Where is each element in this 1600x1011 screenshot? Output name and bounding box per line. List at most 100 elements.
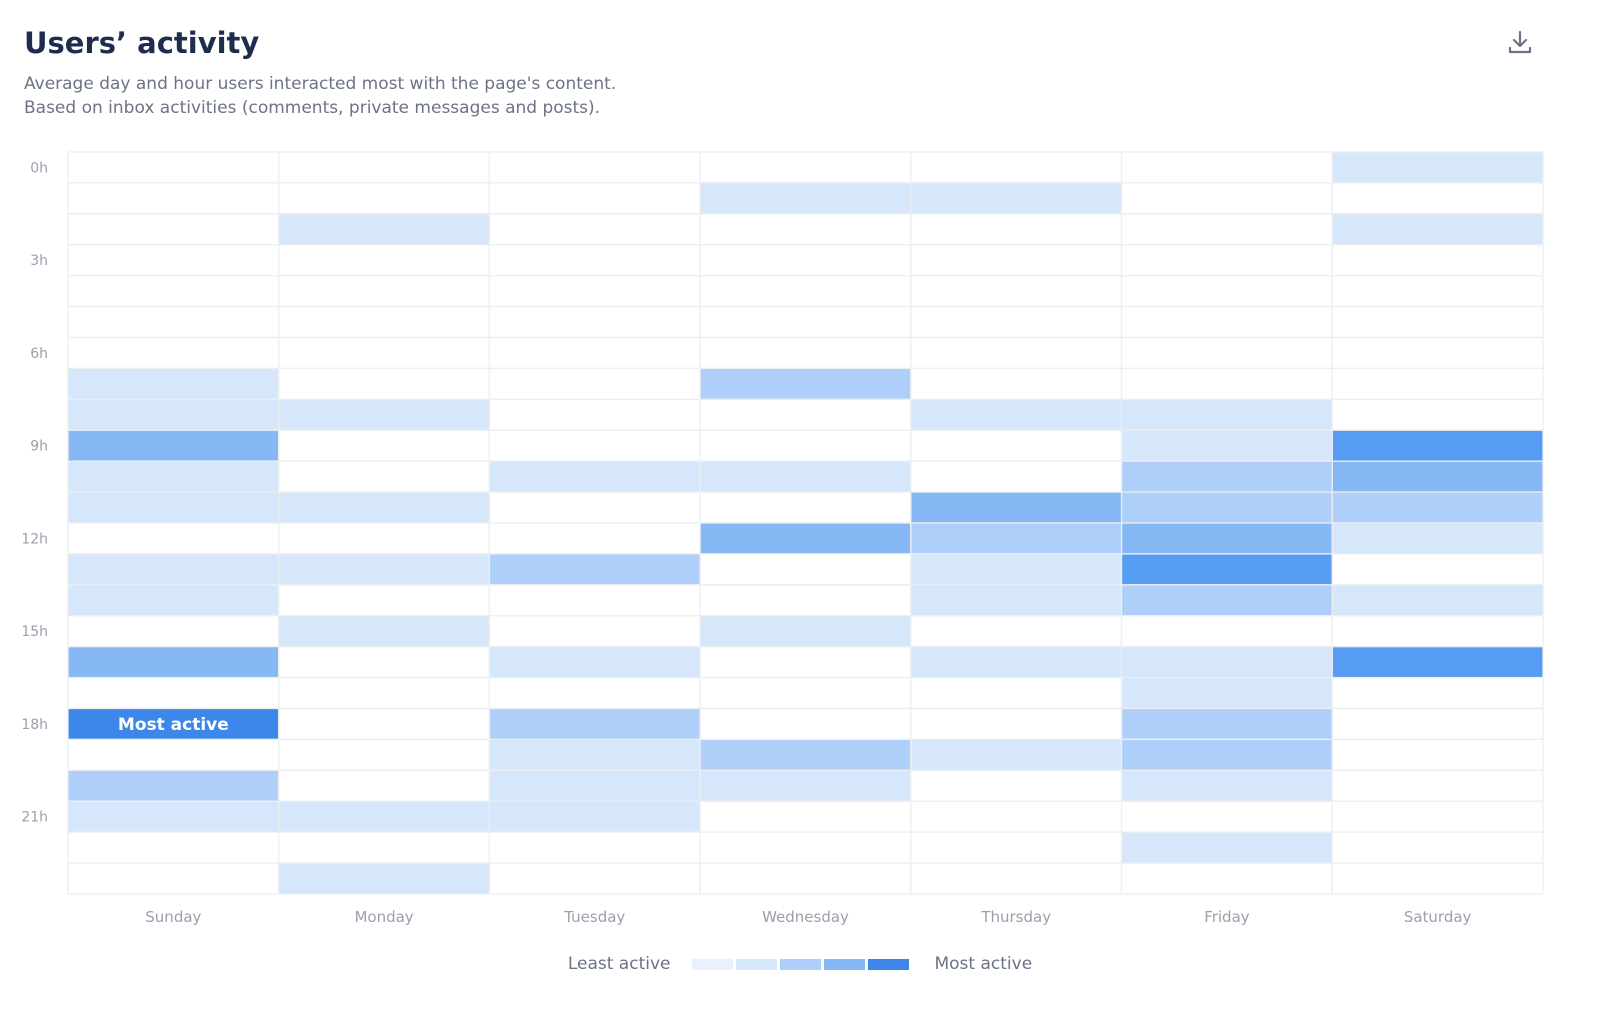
heatmap-cell xyxy=(699,738,912,771)
heatmap-cell xyxy=(910,398,1123,431)
heatmap-cell xyxy=(488,244,701,277)
x-tick-label: Monday xyxy=(354,908,413,926)
y-tick-label: 3h xyxy=(30,253,48,269)
heatmap-cell xyxy=(699,460,912,493)
y-tick-label: 9h xyxy=(30,439,48,455)
x-tick-label: Thursday xyxy=(980,908,1051,926)
heatmap-cell xyxy=(278,429,491,462)
heatmap-cell xyxy=(910,707,1123,741)
heatmap-cell xyxy=(488,336,701,370)
heatmap-cell xyxy=(488,769,701,802)
heatmap-cell xyxy=(488,305,701,339)
heatmap-chart: Sunday Monday Tuesday Wednesday Thursday Frid… xyxy=(21,151,1544,926)
heatmap-cell xyxy=(699,584,912,617)
legend-swatch xyxy=(780,958,822,970)
heatmap-cell xyxy=(1331,738,1544,771)
heatmap-cell xyxy=(67,244,280,277)
heatmap-cell xyxy=(699,151,912,184)
heatmap-cell xyxy=(278,305,491,339)
heatmap-cell xyxy=(1331,553,1544,586)
heatmap-cell xyxy=(910,460,1123,493)
heatmap-cell xyxy=(67,151,280,184)
heatmap-cell xyxy=(1331,646,1544,679)
heatmap-cell xyxy=(67,367,280,400)
heatmap-cell xyxy=(278,213,491,246)
heatmap-cell xyxy=(67,522,280,555)
download-icon xyxy=(1508,30,1532,54)
heatmap-cell xyxy=(1331,367,1544,400)
y-tick-label: 6h xyxy=(30,346,48,362)
heatmap-cell xyxy=(1331,707,1544,741)
heatmap-cell xyxy=(488,398,701,431)
heatmap-cell xyxy=(699,707,912,741)
heatmap-cell xyxy=(278,398,491,431)
heatmap-cell xyxy=(67,831,280,864)
x-tick-label: Tuesday xyxy=(563,908,625,926)
heatmap-cell xyxy=(699,305,912,339)
heatmap-cell xyxy=(1331,522,1544,555)
heatmap-cell xyxy=(67,491,280,524)
heatmap-cell xyxy=(1120,305,1333,339)
subtitle-line-2: Based on inbox activities (comments, pri… xyxy=(24,98,601,118)
heatmap-cell xyxy=(488,615,701,648)
heatmap-cell xyxy=(278,367,491,400)
heatmap-cell xyxy=(278,584,491,617)
heatmap-cell xyxy=(278,522,491,555)
heatmap-cell xyxy=(67,553,280,586)
y-tick-label: 21h xyxy=(21,810,48,826)
heatmap-cell xyxy=(1331,584,1544,617)
heatmap-cell xyxy=(1120,584,1333,617)
heatmap-cell xyxy=(1120,213,1333,246)
heatmap-cell xyxy=(488,738,701,771)
heatmap-cell xyxy=(488,522,701,555)
chart-title: Users’ activity xyxy=(24,26,260,60)
heatmap-cell xyxy=(1120,275,1333,308)
heatmap-cell xyxy=(1120,646,1333,679)
heatmap-cell xyxy=(1120,367,1333,400)
heatmap-cell xyxy=(910,522,1123,555)
heatmap-cell xyxy=(699,213,912,246)
heatmap-cell xyxy=(699,522,912,555)
heatmap-cell xyxy=(278,336,491,370)
heatmap-cell xyxy=(910,305,1123,339)
heatmap-cell xyxy=(1331,460,1544,493)
heatmap-cell xyxy=(910,491,1123,524)
heatmap-cell xyxy=(910,800,1123,833)
heatmap-cell xyxy=(1331,305,1544,339)
heatmap-cell xyxy=(1120,336,1333,370)
legend: Least active Most active xyxy=(0,954,1600,974)
legend-most-label: Most active xyxy=(934,954,1033,974)
heatmap-cell xyxy=(1120,800,1333,833)
heatmap-cell xyxy=(1120,491,1333,524)
heatmap-cell xyxy=(1120,182,1333,215)
heatmap-cell xyxy=(488,182,701,215)
heatmap-cell xyxy=(1331,800,1544,833)
heatmap-cell xyxy=(1120,738,1333,771)
heatmap-cell xyxy=(67,182,280,215)
heatmap-cell xyxy=(488,460,701,493)
heatmap-cell xyxy=(67,769,280,802)
heatmap-cell xyxy=(1331,676,1544,710)
heatmap-cell xyxy=(1331,151,1544,184)
download-button[interactable] xyxy=(1506,28,1534,56)
heatmap-cell xyxy=(910,615,1123,648)
heatmap-cell xyxy=(1331,244,1544,277)
heatmap-cell xyxy=(278,151,491,184)
heatmap-cell xyxy=(278,460,491,493)
heatmap-cell xyxy=(910,182,1123,215)
heatmap-cell xyxy=(488,707,701,741)
heatmap-cell xyxy=(1331,862,1544,895)
heatmap-cell xyxy=(488,646,701,679)
heatmap-cell xyxy=(278,707,491,741)
heatmap-cell xyxy=(1120,862,1333,895)
heatmap-cell xyxy=(278,491,491,524)
heatmap-cell xyxy=(910,676,1123,710)
heatmap-cell xyxy=(1331,429,1544,462)
heatmap-cell xyxy=(1331,213,1544,246)
chart-subtitle: Average day and hour users interacted mo… xyxy=(24,72,616,120)
legend-swatch xyxy=(692,958,734,970)
heatmap-cell xyxy=(488,213,701,246)
y-tick-label: 12h xyxy=(21,531,48,547)
heatmap-cell xyxy=(699,336,912,370)
subtitle-line-1: Average day and hour users interacted mo… xyxy=(24,74,617,94)
